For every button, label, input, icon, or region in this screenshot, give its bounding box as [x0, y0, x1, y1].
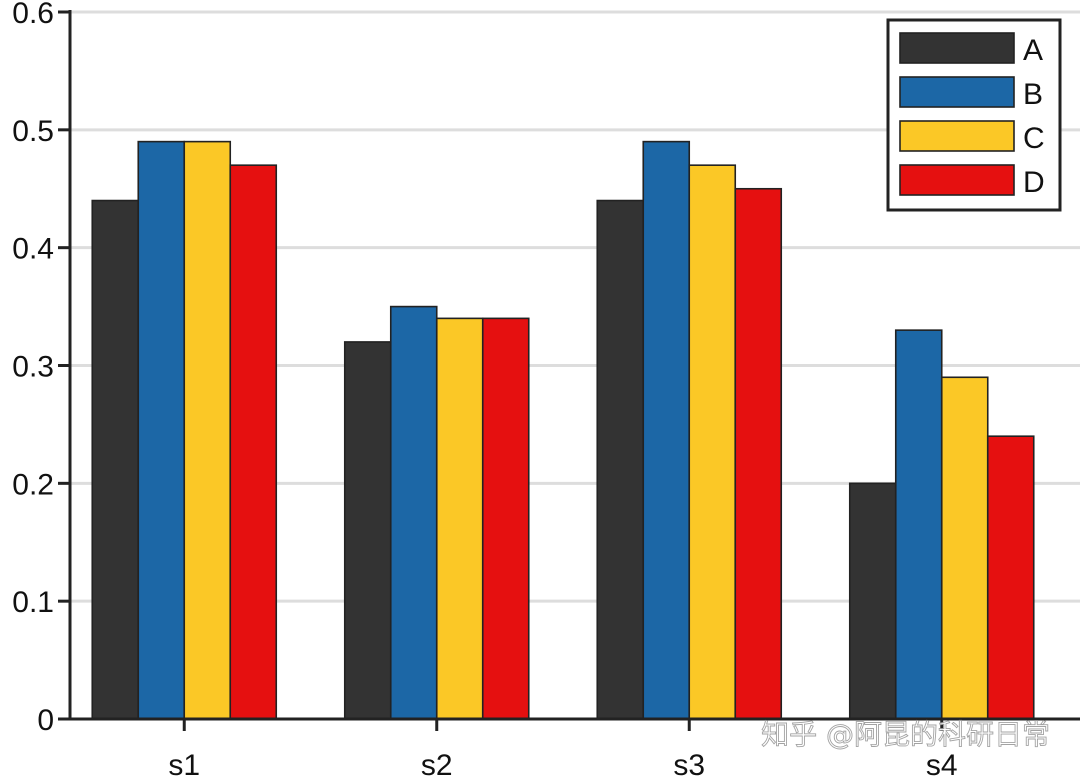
- bar-B-s2: [389, 305, 438, 720]
- legend-label-C: C: [1023, 122, 1045, 155]
- x-tick-label: s1: [168, 749, 200, 776]
- bar-C-s3: [688, 164, 737, 720]
- y-tick-label: 0.1: [12, 586, 54, 619]
- bar-B-s1: [137, 140, 186, 720]
- legend-swatch-D: [899, 164, 1015, 196]
- x-tick-label: s3: [673, 749, 705, 776]
- bar-A-s1: [91, 199, 140, 720]
- legend-label-A: A: [1023, 34, 1043, 67]
- x-tick-label: s2: [421, 749, 453, 776]
- bar-A-s3: [596, 199, 645, 720]
- watermark-text: 知乎 @阿昆的科研日常: [761, 718, 1050, 751]
- y-tick-labels: 0 0.1 0.2 0.3 0.4 0.5 0.6: [12, 0, 54, 737]
- legend-swatch-B: [899, 76, 1015, 108]
- y-tick-label: 0.5: [12, 115, 54, 148]
- bar-A-s4: [848, 482, 897, 720]
- bar-D-s3: [734, 187, 783, 720]
- axes: [58, 10, 1080, 731]
- bars: [91, 140, 1035, 720]
- legend-swatch-C: [899, 120, 1015, 152]
- legend-label-B: B: [1023, 78, 1043, 111]
- y-tick-label: 0: [37, 704, 54, 737]
- bar-D-s4: [986, 435, 1035, 720]
- y-tick-label: 0.4: [12, 233, 54, 266]
- bar-B-s3: [642, 140, 691, 720]
- bar-C-s2: [435, 317, 484, 720]
- bar-B-s4: [894, 329, 943, 720]
- legend-label-D: D: [1023, 166, 1045, 199]
- x-tick-labels: s1 s2 s3 s4: [168, 749, 957, 776]
- bar-D-s1: [229, 164, 278, 720]
- bar-C-s4: [940, 376, 989, 720]
- y-tick-label: 0.3: [12, 351, 54, 384]
- x-tick-label: s4: [926, 749, 958, 776]
- legend-swatch-A: [899, 32, 1015, 64]
- bar-A-s2: [343, 341, 392, 720]
- bar-C-s1: [183, 140, 232, 720]
- y-tick-label: 0.6: [12, 0, 54, 30]
- bar-D-s2: [481, 317, 530, 720]
- y-tick-label: 0.2: [12, 468, 54, 501]
